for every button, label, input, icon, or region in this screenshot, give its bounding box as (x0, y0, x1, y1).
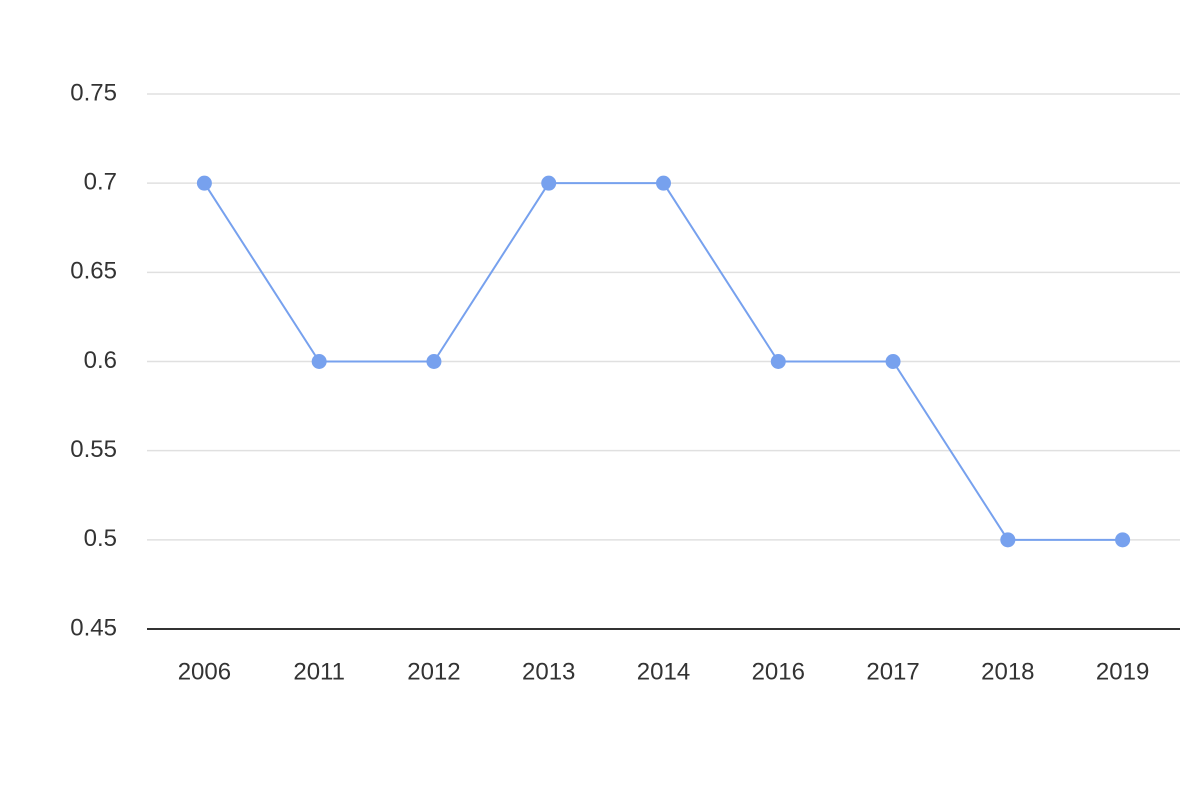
y-tick-label: 0.45 (70, 614, 117, 641)
y-tick-label: 0.55 (70, 436, 117, 463)
x-tick-label: 2006 (178, 658, 231, 685)
point (196, 175, 212, 191)
y-tick-label: 0.75 (70, 79, 117, 106)
x-tick-label: 2019 (1096, 658, 1149, 685)
point (656, 175, 671, 191)
x-tick-label: 2016 (752, 658, 805, 685)
x-tick-label: 2013 (522, 658, 575, 685)
y-tick-label: 0.7 (84, 169, 117, 196)
x-tick-label: 2017 (866, 658, 919, 685)
x-tick-label: 2012 (407, 658, 460, 685)
x-tick-label: 2014 (637, 658, 690, 685)
point (541, 175, 557, 191)
point (1000, 532, 1016, 548)
point (426, 354, 442, 369)
point (311, 354, 327, 369)
y-tick-label: 0.65 (70, 258, 117, 285)
point (1115, 532, 1131, 548)
point (885, 354, 901, 369)
y-tick-label: 0.5 (84, 525, 117, 552)
x-tick-label: 2011 (293, 658, 345, 685)
point (770, 354, 786, 369)
y-tick-label: 0.6 (84, 347, 117, 374)
x-tick-label: 2018 (981, 658, 1034, 685)
